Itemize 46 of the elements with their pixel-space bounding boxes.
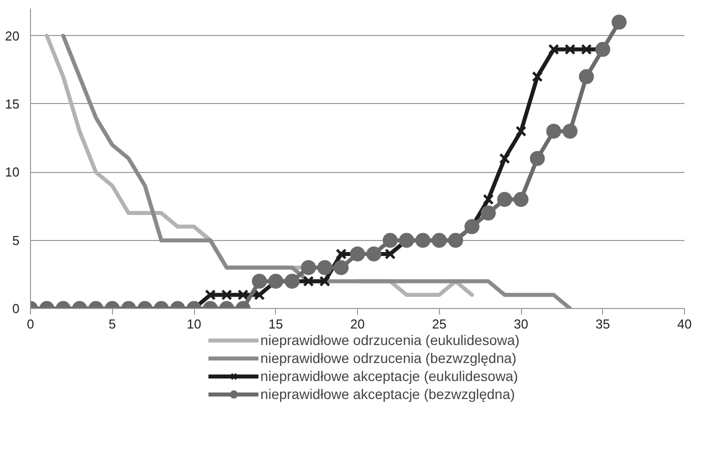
point: [384, 248, 396, 260]
point: [499, 153, 510, 164]
point: [300, 260, 316, 276]
point: [514, 192, 528, 207]
x-tick-label: 40: [677, 316, 692, 332]
point: [482, 194, 494, 205]
x-tick-label: 25: [432, 316, 446, 332]
point: [382, 232, 398, 248]
point: [516, 126, 526, 137]
x-tick-label: 35: [596, 316, 610, 332]
y-tick-label: 15: [5, 96, 20, 112]
y-tick-label: 10: [5, 164, 20, 180]
y-tick-label: 5: [12, 232, 20, 248]
point: [532, 71, 543, 82]
point: [204, 289, 216, 300]
point: [221, 289, 232, 300]
x-tick-label: 30: [514, 316, 528, 332]
point: [530, 151, 545, 166]
point: [580, 44, 592, 55]
point: [578, 69, 594, 84]
point: [254, 289, 265, 300]
point: [564, 44, 576, 55]
x-tick-label: 15: [268, 316, 283, 332]
point: [317, 260, 332, 276]
point: [546, 124, 562, 139]
legend-label: nieprawidłowe akceptacje (bezwzględna): [260, 385, 515, 403]
point: [480, 206, 496, 221]
point: [548, 44, 560, 55]
point: [302, 276, 314, 287]
point: [319, 276, 330, 287]
point: [252, 274, 267, 289]
y-tick-label: 0: [12, 301, 20, 316]
legend-label: nieprawidłowe akceptacje (eukulidesowa): [260, 367, 518, 385]
y-tick-label: 20: [5, 28, 20, 44]
legend-label: nieprawidłowe odrzucenia (eukulidesowa): [260, 331, 520, 349]
point: [334, 260, 349, 276]
point: [497, 192, 512, 207]
point: [336, 248, 347, 260]
x-tick-label: 10: [186, 316, 202, 332]
point: [562, 124, 578, 139]
x-tick-label: 0: [26, 316, 34, 332]
legend-label: nieprawidłowe odrzucenia (bezwzględna): [260, 349, 516, 367]
x-tick-label: 20: [350, 316, 365, 332]
x-tick-label: 5: [108, 316, 116, 332]
point: [612, 14, 627, 30]
point: [238, 289, 249, 300]
